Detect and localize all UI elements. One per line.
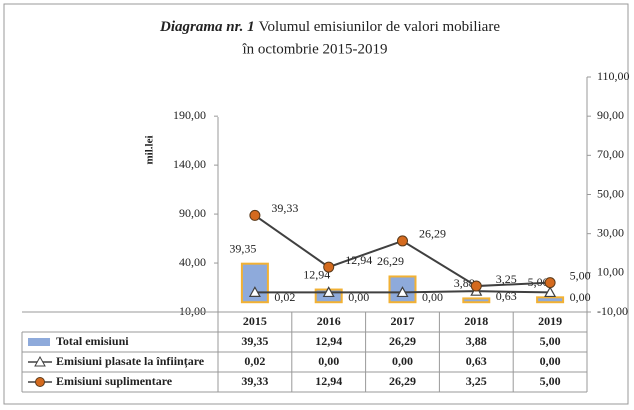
table-cell: 12,94	[315, 334, 342, 348]
x-tick-label: 2017	[391, 314, 415, 328]
marker	[470, 280, 482, 292]
table-cell: 39,35	[241, 334, 268, 348]
table-cell: 0,00	[318, 354, 339, 368]
table-cell: 39,33	[241, 374, 268, 388]
line-label: 12,94	[345, 253, 372, 267]
table-cell: 26,29	[389, 374, 416, 388]
title-text: Volumul emisiunilor de valori mobiliare	[259, 19, 501, 35]
table-cell: 0,02	[244, 354, 265, 368]
x-tick-label: 2016	[317, 314, 341, 328]
line-label: 0,00	[348, 290, 369, 304]
bar-label: 3,88	[454, 276, 475, 290]
table-cell: 5,00	[540, 374, 561, 388]
y2-tick-label: -10,00	[597, 304, 628, 318]
chart-subtitle: în octombrie 2015-2019	[242, 41, 388, 57]
y-tick-label: 90,00	[179, 206, 206, 220]
x-tick-label: 2019	[538, 314, 562, 328]
y-tick-label: 40,00	[179, 255, 206, 269]
bar-label: 39,35	[229, 241, 256, 255]
line-label: 0,02	[274, 290, 295, 304]
bar-label: 12,94	[303, 267, 330, 281]
table-cell: 26,29	[389, 334, 416, 348]
table-cell: 5,00	[540, 334, 561, 348]
title-bold: Diagrama nr. 1	[159, 19, 255, 35]
marker	[397, 235, 408, 247]
line-label: 26,29	[419, 227, 446, 241]
table-cell: 12,94	[315, 374, 342, 388]
marker	[544, 286, 557, 298]
bar-label: 26,29	[377, 254, 404, 268]
y2-tick-label: 10,00	[597, 265, 624, 279]
line-label: 0,00	[570, 290, 591, 304]
line-label: 0,63	[496, 289, 517, 303]
table-cell: 0,63	[466, 354, 487, 368]
bar	[388, 275, 417, 304]
y2-tick-label: 110,00	[597, 69, 630, 83]
line-label: 0,00	[422, 290, 443, 304]
line-label: 3,25	[496, 272, 517, 286]
y-axis-label: mil.lei	[144, 135, 156, 164]
y2-tick-label: 70,00	[597, 147, 624, 161]
legend-key	[28, 338, 50, 346]
table-cell: 0,00	[540, 354, 561, 368]
marker	[322, 286, 335, 298]
line-label: 5,00	[570, 268, 591, 282]
y2-tick-label: 50,00	[597, 186, 624, 200]
bar-label: 5,00	[528, 275, 549, 289]
bar	[536, 296, 565, 304]
marker	[249, 209, 261, 221]
marker	[396, 286, 409, 298]
legend-label: Emisiuni plasate la înființare	[56, 354, 205, 369]
y2-tick-label: 90,00	[597, 108, 624, 122]
marker	[323, 261, 335, 273]
table-cell: 0,00	[392, 354, 413, 368]
frame	[3, 3, 629, 405]
marker	[248, 286, 261, 297]
legend-label: Total emisiuni	[56, 334, 129, 348]
y2-tick-label: 30,00	[597, 225, 624, 239]
bar	[462, 297, 491, 304]
line-label: 39,33	[271, 201, 298, 215]
legend-key	[34, 355, 46, 367]
chart-title: Diagrama nr. 1 Volumul emisiunilor de val…	[159, 19, 500, 35]
table-cell: 3,88	[466, 334, 487, 348]
y-tick-label: 140,00	[173, 157, 206, 171]
x-tick-label: 2015	[243, 314, 267, 328]
table-cell: 3,25	[466, 374, 487, 388]
y-tick-label: 190,00	[173, 108, 206, 122]
marker	[544, 277, 556, 289]
y-tick-label: -10,00	[175, 304, 206, 318]
legend-key	[35, 377, 45, 387]
legend-label: Emisiuni suplimentare	[56, 374, 173, 388]
x-tick-label: 2018	[464, 314, 488, 328]
